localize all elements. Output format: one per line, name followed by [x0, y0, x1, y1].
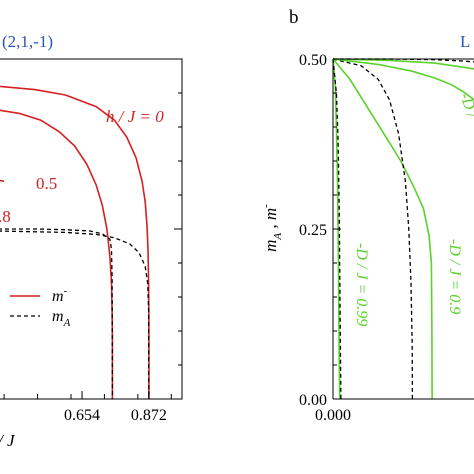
x-axis-label-a: / J [0, 431, 16, 450]
series-line-a-0 [0, 85, 150, 399]
x-tick-label-b: 0.000 [315, 407, 351, 424]
y-tick-label-b: 0.50 [299, 52, 327, 69]
panel-a-title: (2,1,-1) [2, 32, 53, 51]
series-line-a-2 [0, 179, 5, 183]
x-tick-label-a: 0.654 [64, 407, 100, 424]
series-line-a-4 [0, 230, 150, 400]
annotation-d-099: -D / J = 0.99 [353, 243, 370, 326]
series-line-b-1 [332, 58, 342, 400]
panel-a: (2,1,-1) 0.654 0.872 h / J = 0 0.5 .8 m- … [0, 32, 183, 450]
annotation-d-09: -D / J = 0.9 [446, 239, 463, 314]
annotation-h-zero: h / J = 0 [106, 107, 164, 126]
annotation-one-point-eight: .8 [0, 207, 11, 226]
legend-label-m-minus: m- [52, 285, 68, 305]
annotation-d-partial: -D / [456, 91, 474, 122]
annotation-half: 0.5 [36, 174, 57, 193]
panel-b-letter: b [289, 7, 299, 28]
series-line-b-2 [332, 58, 433, 400]
plot-area-b [332, 58, 474, 400]
x-tick-label-a: 0.872 [131, 407, 167, 424]
y-tick-label-b: 0.00 [299, 392, 327, 409]
panel-b-title: L [460, 32, 470, 51]
legend-a: m- mA [10, 285, 71, 329]
series-line-a-3 [0, 228, 114, 400]
ticks-a: 0.654 0.872 [3, 58, 182, 424]
series-line-a-1 [0, 109, 114, 399]
series-line-b-3 [332, 58, 414, 400]
y-axis-label-b: mA , m- [260, 204, 284, 252]
plot-area-a [0, 85, 150, 400]
series-line-b-5 [332, 58, 474, 70]
legend-label-m-a: mA [52, 308, 71, 329]
y-tick-label-b: 0.25 [299, 222, 327, 239]
series-line-b-4 [332, 58, 474, 101]
